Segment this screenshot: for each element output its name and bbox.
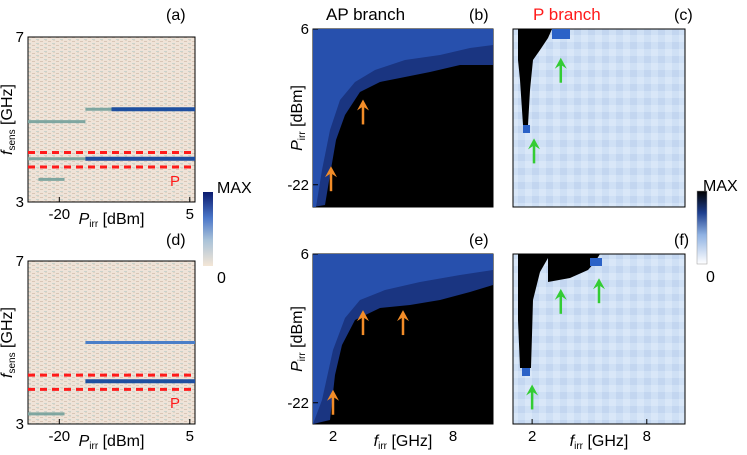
y-tick-label: -22 <box>287 395 309 412</box>
panel-c <box>512 28 686 208</box>
y-axis-label: Pirr [dBm] <box>289 306 308 372</box>
colorbar-left: MAX 0 <box>203 180 252 287</box>
y-tick-label: 7 <box>16 253 24 270</box>
panel-e-letter: (e) <box>469 232 489 249</box>
axis-label-layer: Pirr [dBm] fsens [GHz] Pirr [dBm] fsens [GH… <box>0 84 628 452</box>
panel-a-bands <box>28 151 195 169</box>
panel-e-arrows <box>327 310 409 415</box>
panel-d-bands <box>28 373 195 391</box>
panel-b-arrows <box>325 99 369 192</box>
panel-f-letter: (f) <box>674 232 689 249</box>
colorbar-right-min: 0 <box>706 269 715 286</box>
arrow-head <box>554 57 567 69</box>
panel-f <box>512 253 686 425</box>
colorbar-left-min: 0 <box>217 270 226 287</box>
x-tick-label: -20 <box>48 428 70 445</box>
panel-a-letter: (a) <box>166 7 186 24</box>
x-axis-label: Pirr [dBm] <box>79 211 145 230</box>
x-tick-label: 2 <box>329 428 337 445</box>
colorbar-left-bar <box>203 192 213 266</box>
panel-c-arrows <box>528 57 567 164</box>
panel-c-title: P branch <box>533 5 601 24</box>
panel-a-traces <box>28 107 195 181</box>
arrow-head <box>327 389 339 401</box>
x-axis-label: firr [GHz] <box>570 433 629 452</box>
y-tick-label: 3 <box>16 416 24 433</box>
x-tick-label: 8 <box>449 428 457 445</box>
arrow-head <box>357 310 369 322</box>
panel-c-letter: (c) <box>674 7 693 24</box>
x-tick-label: 5 <box>186 206 194 223</box>
panel-e <box>312 253 494 425</box>
y-tick-label: -22 <box>287 177 309 194</box>
colorbar-right-bar <box>696 190 708 265</box>
y-axis-label: fsens [GHz] <box>0 84 18 155</box>
x-axis-label: Pirr [dBm] <box>79 433 145 452</box>
panel-a: P <box>27 36 196 203</box>
x-tick-label: 5 <box>186 428 194 445</box>
arrow-head <box>528 138 541 150</box>
arrow-head <box>526 384 539 396</box>
arrow-head <box>325 166 337 178</box>
panel-f-arrows <box>526 278 605 410</box>
panel-a-band-label: P <box>170 173 180 190</box>
arrow-head <box>554 288 567 300</box>
panel-d-letter: (d) <box>166 232 186 249</box>
panel-d-traces <box>28 341 195 416</box>
panel-d-band-label: P <box>170 395 180 412</box>
panel-b <box>312 28 494 208</box>
y-tick-label: 7 <box>16 29 24 46</box>
y-tick-label: 3 <box>16 194 24 211</box>
y-tick-label: 6 <box>301 21 309 38</box>
x-tick-label: 2 <box>528 428 536 445</box>
y-tick-label: 6 <box>301 246 309 263</box>
colorbar-right-max: MAX <box>703 178 738 195</box>
arrow-head <box>593 278 605 290</box>
arrow-head <box>357 99 369 111</box>
arrow-head <box>397 310 409 322</box>
panel-c-black-region <box>518 29 552 125</box>
colorbar-left-max: MAX <box>217 180 252 197</box>
panel-b-title: AP branch <box>326 5 405 24</box>
x-tick-label: 8 <box>643 428 651 445</box>
y-axis-label: Pirr [dBm] <box>289 85 308 151</box>
x-axis-label: firr [GHz] <box>374 433 433 452</box>
tick-layer: -20 5 3 7 -20 5 3 7 6 -22 2 8 6 -22 2 8 <box>16 21 651 445</box>
x-tick-label: -20 <box>48 206 70 223</box>
panel-b-letter: (b) <box>469 7 489 24</box>
y-axis-label: fsens [GHz] <box>0 307 18 378</box>
panel-a-plot <box>27 36 196 203</box>
colorbar-right: MAX 0 <box>696 178 738 286</box>
panel-d: P <box>27 260 196 425</box>
